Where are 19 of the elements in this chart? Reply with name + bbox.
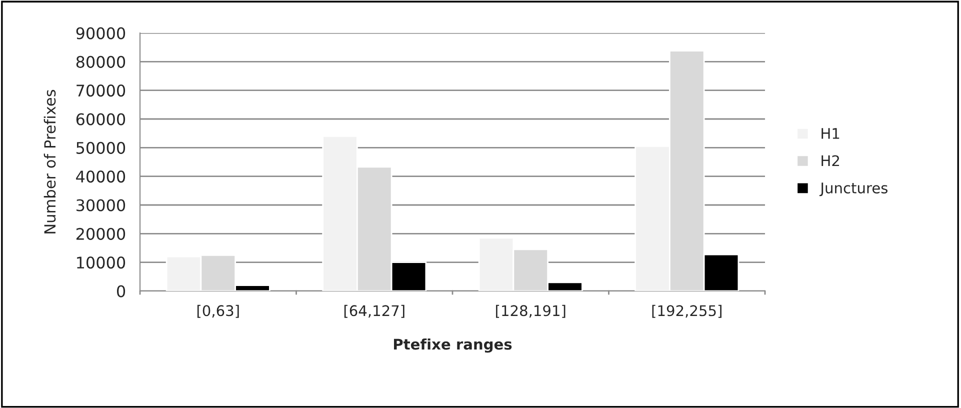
y-tick-label: 0 — [117, 285, 126, 298]
y-tick-label: 90000 — [76, 27, 126, 40]
x-tick-label: [128,191] — [496, 304, 566, 318]
x-tick-label: [64,127] — [344, 304, 404, 318]
y-tick-label: 80000 — [76, 56, 126, 68]
x-tick-label: [192,255] — [652, 304, 722, 318]
legend-label: H2 — [822, 155, 839, 166]
y-tick-label: 30000 — [76, 199, 126, 212]
y-axis-title: Number of Prefixes — [44, 90, 56, 234]
x-tick-label: [0,63] — [197, 304, 239, 318]
legend-label: H1 — [822, 128, 840, 139]
y-tick-label: 10000 — [77, 256, 126, 269]
legend-label: Junctures — [819, 182, 888, 196]
y-tick-label: 70000 — [76, 84, 126, 97]
x-axis-title: Ptefixe ranges — [394, 338, 512, 353]
y-tick-label: 50000 — [76, 142, 126, 154]
y-tick-label: 20000 — [76, 228, 126, 240]
y-tick-label: 40000 — [76, 170, 126, 183]
y-tick-label: 60000 — [76, 113, 126, 126]
